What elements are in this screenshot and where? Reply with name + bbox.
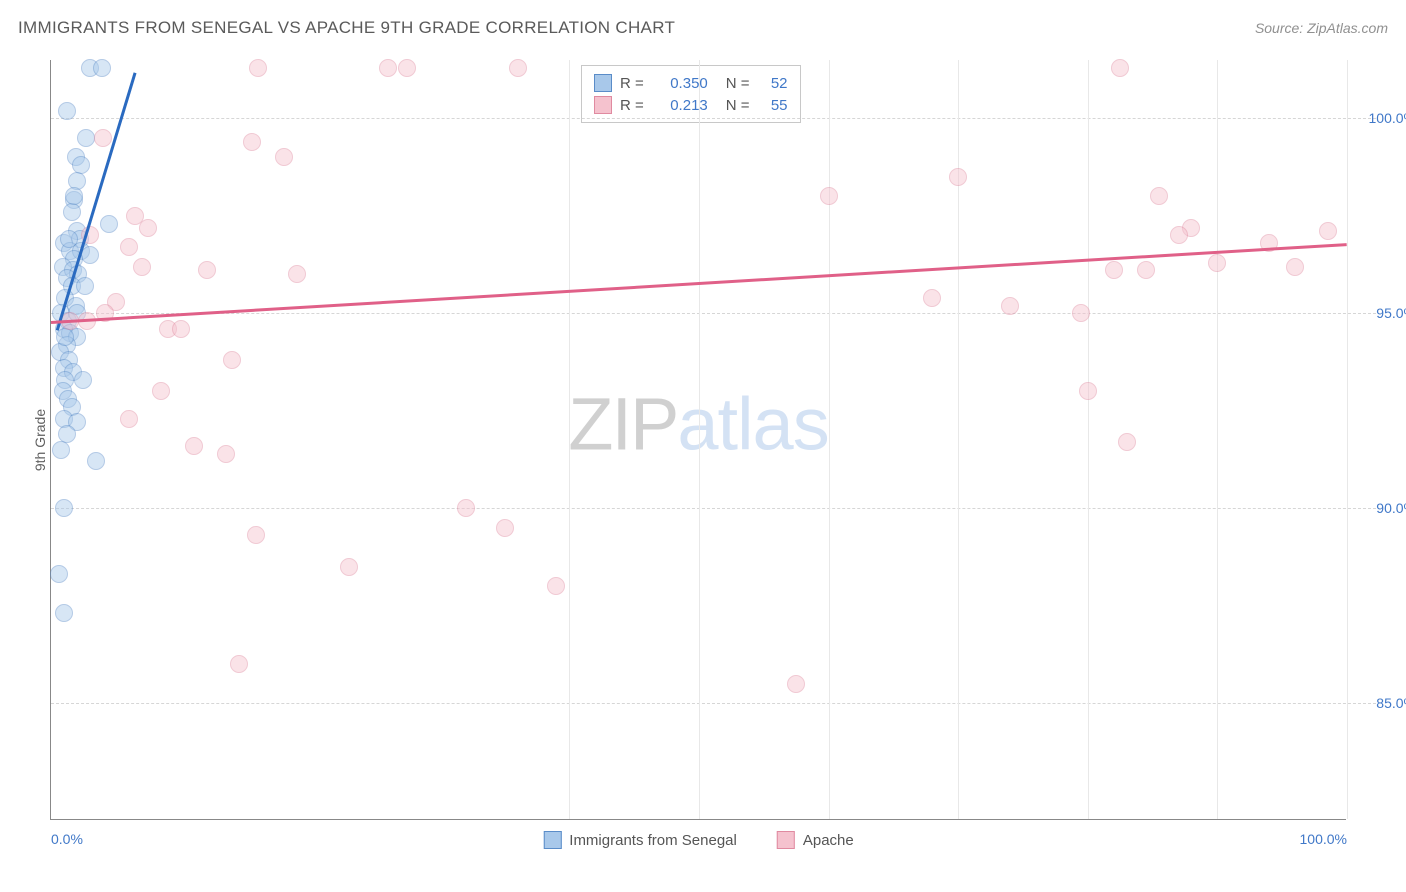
scatter-point [120, 410, 138, 428]
scatter-point [288, 265, 306, 283]
scatter-point [120, 238, 138, 256]
stat-value-n: 55 [758, 97, 788, 114]
scatter-point [60, 230, 78, 248]
scatter-point [230, 655, 248, 673]
scatter-point [1105, 261, 1123, 279]
gridline-v [699, 60, 700, 819]
scatter-point [93, 59, 111, 77]
scatter-point [172, 320, 190, 338]
scatter-point [509, 59, 527, 77]
scatter-point [55, 499, 73, 517]
ytick-label: 90.0% [1356, 500, 1406, 516]
scatter-point [50, 565, 68, 583]
scatter-point [1137, 261, 1155, 279]
scatter-point [340, 558, 358, 576]
scatter-point [787, 675, 805, 693]
y-axis-title: 9th Grade [32, 408, 48, 470]
scatter-point [243, 133, 261, 151]
stat-label-n: N = [726, 97, 750, 114]
gridline-v [1347, 60, 1348, 819]
scatter-point [217, 445, 235, 463]
watermark-part1: ZIP [568, 383, 677, 466]
scatter-point [55, 604, 73, 622]
gridline-v [569, 60, 570, 819]
scatter-point [65, 187, 83, 205]
scatter-point [379, 59, 397, 77]
gridline-v [1088, 60, 1089, 819]
scatter-point [185, 437, 203, 455]
scatter-point [139, 219, 157, 237]
legend-swatch [777, 831, 795, 849]
scatter-point [398, 59, 416, 77]
scatter-point [100, 215, 118, 233]
legend-swatch [594, 74, 612, 92]
scatter-point [152, 382, 170, 400]
stat-label-r: R = [620, 97, 644, 114]
legend-label: Apache [803, 832, 854, 849]
scatter-point [52, 441, 70, 459]
gridline-h [51, 118, 1376, 119]
scatter-point [1079, 382, 1097, 400]
scatter-point [77, 129, 95, 147]
ytick-label: 100.0% [1356, 110, 1406, 126]
stat-value-n: 52 [758, 75, 788, 92]
scatter-point [58, 102, 76, 120]
ytick-label: 95.0% [1356, 305, 1406, 321]
stats-row: R =0.350N =52 [594, 72, 788, 94]
scatter-point [76, 277, 94, 295]
ytick-label: 85.0% [1356, 695, 1406, 711]
scatter-point [1208, 254, 1226, 272]
scatter-point [457, 499, 475, 517]
scatter-point [1111, 59, 1129, 77]
bottom-legend: Immigrants from Senegal Apache [543, 831, 853, 849]
scatter-point [63, 203, 81, 221]
legend-swatch [594, 96, 612, 114]
scatter-point [275, 148, 293, 166]
legend-label: Immigrants from Senegal [569, 832, 737, 849]
chart-title: IMMIGRANTS FROM SENEGAL VS APACHE 9TH GR… [18, 18, 675, 38]
legend-item: Apache [777, 831, 854, 849]
title-bar: IMMIGRANTS FROM SENEGAL VS APACHE 9TH GR… [18, 18, 1388, 38]
scatter-point [247, 526, 265, 544]
scatter-point [198, 261, 216, 279]
gridline-v [829, 60, 830, 819]
plot-area: 9th Grade ZIPatlas R =0.350N =52R =0.213… [50, 60, 1346, 820]
scatter-point [949, 168, 967, 186]
scatter-point [820, 187, 838, 205]
scatter-point [249, 59, 267, 77]
gridline-h [51, 703, 1376, 704]
gridline-h [51, 313, 1376, 314]
scatter-point [1001, 297, 1019, 315]
scatter-point [81, 246, 99, 264]
scatter-point [223, 351, 241, 369]
scatter-point [547, 577, 565, 595]
scatter-point [496, 519, 514, 537]
scatter-point [133, 258, 151, 276]
stats-row: R =0.213N =55 [594, 94, 788, 116]
gridline-h [51, 508, 1376, 509]
scatter-point [1118, 433, 1136, 451]
legend-item: Immigrants from Senegal [543, 831, 737, 849]
gridline-v [1217, 60, 1218, 819]
watermark-part2: atlas [677, 383, 828, 466]
stats-legend-box: R =0.350N =52R =0.213N =55 [581, 65, 801, 123]
legend-swatch [543, 831, 561, 849]
xtick-label: 100.0% [1300, 831, 1347, 847]
scatter-point [1319, 222, 1337, 240]
scatter-point [1150, 187, 1168, 205]
stat-label-n: N = [726, 75, 750, 92]
source-label: Source: ZipAtlas.com [1255, 20, 1388, 36]
scatter-point [56, 328, 74, 346]
scatter-point [1072, 304, 1090, 322]
scatter-point [94, 129, 112, 147]
xtick-label: 0.0% [51, 831, 83, 847]
scatter-point [1286, 258, 1304, 276]
scatter-point [1170, 226, 1188, 244]
scatter-point [923, 289, 941, 307]
scatter-point [87, 452, 105, 470]
scatter-point [74, 371, 92, 389]
stat-label-r: R = [620, 75, 644, 92]
